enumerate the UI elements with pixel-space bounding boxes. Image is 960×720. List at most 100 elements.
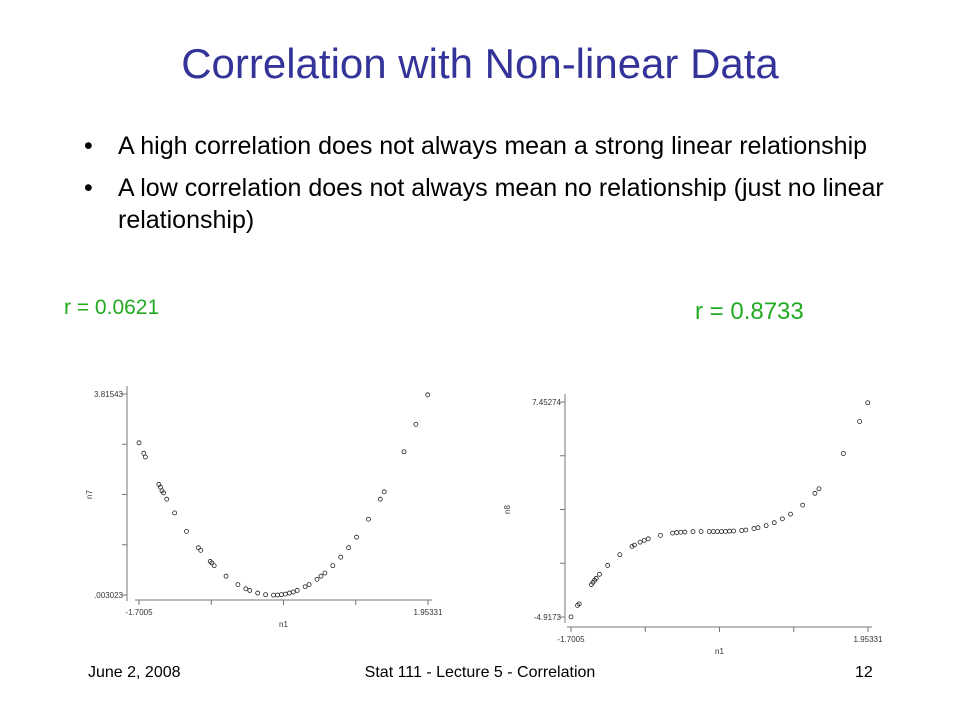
data-point <box>243 586 249 592</box>
data-point <box>247 588 253 593</box>
data-point <box>743 527 749 533</box>
data-point <box>840 451 846 456</box>
data-point <box>605 563 611 568</box>
data-point <box>255 590 261 596</box>
y-axis-title: n7 <box>85 490 94 499</box>
data-point <box>629 544 635 549</box>
footer-date: June 2, 2008 <box>88 664 181 681</box>
data-point <box>294 588 300 593</box>
data-point <box>698 529 704 534</box>
y-axis-title: n8 <box>503 505 512 514</box>
scatter-plot-left: 3.81543 .003023-1.7005 1.95331 n1 n7 <box>85 386 443 629</box>
data-point <box>314 576 320 582</box>
data-point <box>282 591 288 597</box>
data-point <box>788 511 793 517</box>
data-point <box>719 529 724 534</box>
data-point <box>330 563 336 569</box>
data-point <box>812 490 818 496</box>
x-tick-label-min: -1.7005 <box>125 608 153 617</box>
data-point <box>751 526 757 531</box>
x-tick-label-min: -1.7005 <box>557 635 585 644</box>
data-point <box>857 419 863 424</box>
y-tick-label-min: .003023 <box>94 591 123 600</box>
data-point <box>865 400 871 406</box>
x-axis-title: n1 <box>715 647 724 656</box>
data-point <box>322 570 328 576</box>
data-point <box>670 530 676 536</box>
data-point <box>779 516 785 522</box>
x-tick-label-max: 1.95331 <box>414 608 443 617</box>
data-point <box>714 529 720 534</box>
data-point <box>286 590 292 596</box>
data-point <box>641 537 647 543</box>
correlation-label-left: r = 0.0621 <box>64 296 160 319</box>
scatter-plot-right: 7.45274 -4.9173 -1.7005 1.95331 n1 n8 <box>503 394 883 656</box>
data-point <box>290 589 296 595</box>
data-point <box>576 601 582 607</box>
data-point <box>142 454 148 460</box>
footer-title: Stat 111 - Lecture 5 - Correlation <box>364 664 596 681</box>
data-point <box>164 496 170 502</box>
data-point <box>645 536 651 542</box>
data-point <box>674 530 680 535</box>
bullet-item: • A low correlation does not always mean… <box>80 172 920 236</box>
data-point <box>275 592 280 598</box>
data-point <box>739 528 745 533</box>
data-point <box>678 529 684 535</box>
data-point <box>302 584 308 590</box>
data-point <box>568 614 574 620</box>
data-point <box>381 489 387 495</box>
data-point <box>771 520 777 526</box>
data-point <box>306 582 312 588</box>
data-point <box>632 542 637 548</box>
bullet-text: A low correlation does not always mean n… <box>118 174 884 234</box>
data-point <box>413 421 419 427</box>
data-point <box>597 571 602 577</box>
correlation-label-right: r = 0.8733 <box>695 298 804 325</box>
bullet-list: • A high correlation does not always mea… <box>80 130 920 246</box>
data-point <box>710 529 716 534</box>
data-point <box>755 525 761 531</box>
bullet-dot: • <box>84 174 93 202</box>
bullet-dot: • <box>84 132 93 160</box>
data-point <box>346 545 352 551</box>
data-point <box>682 529 688 535</box>
data-point <box>706 529 712 534</box>
footer-page-number: 12 <box>855 664 873 681</box>
x-axis-title: n1 <box>279 620 288 629</box>
data-point <box>727 528 732 534</box>
data-point <box>136 440 142 446</box>
bullet-item: • A high correlation does not always mea… <box>80 130 920 162</box>
data-point <box>235 582 241 588</box>
y-tick-label-max: 7.45274 <box>532 398 561 407</box>
data-point <box>763 523 769 529</box>
data-point <box>223 573 229 579</box>
y-tick-label-min: -4.9173 <box>534 613 562 622</box>
data-point <box>425 392 431 398</box>
data-point <box>800 502 806 508</box>
data-point <box>366 516 371 522</box>
data-point <box>690 529 696 535</box>
data-point <box>318 573 324 579</box>
data-point <box>658 532 663 538</box>
data-point <box>161 490 166 496</box>
data-point <box>184 528 189 534</box>
data-point <box>198 547 204 553</box>
data-point <box>723 528 728 534</box>
data-point <box>338 554 344 560</box>
data-point <box>401 449 407 455</box>
data-point <box>731 528 737 534</box>
data-point <box>209 560 215 566</box>
data-point <box>263 592 268 598</box>
data-point <box>617 552 623 558</box>
data-point <box>377 496 383 502</box>
data-point <box>172 510 178 516</box>
bullet-text: A high correlation does not always mean … <box>118 132 868 160</box>
data-point <box>279 592 284 598</box>
data-point <box>195 545 201 551</box>
data-point <box>816 486 822 492</box>
x-tick-label-max: 1.95331 <box>854 635 883 644</box>
data-point <box>211 563 217 569</box>
data-point <box>637 539 643 545</box>
data-point <box>354 534 359 540</box>
